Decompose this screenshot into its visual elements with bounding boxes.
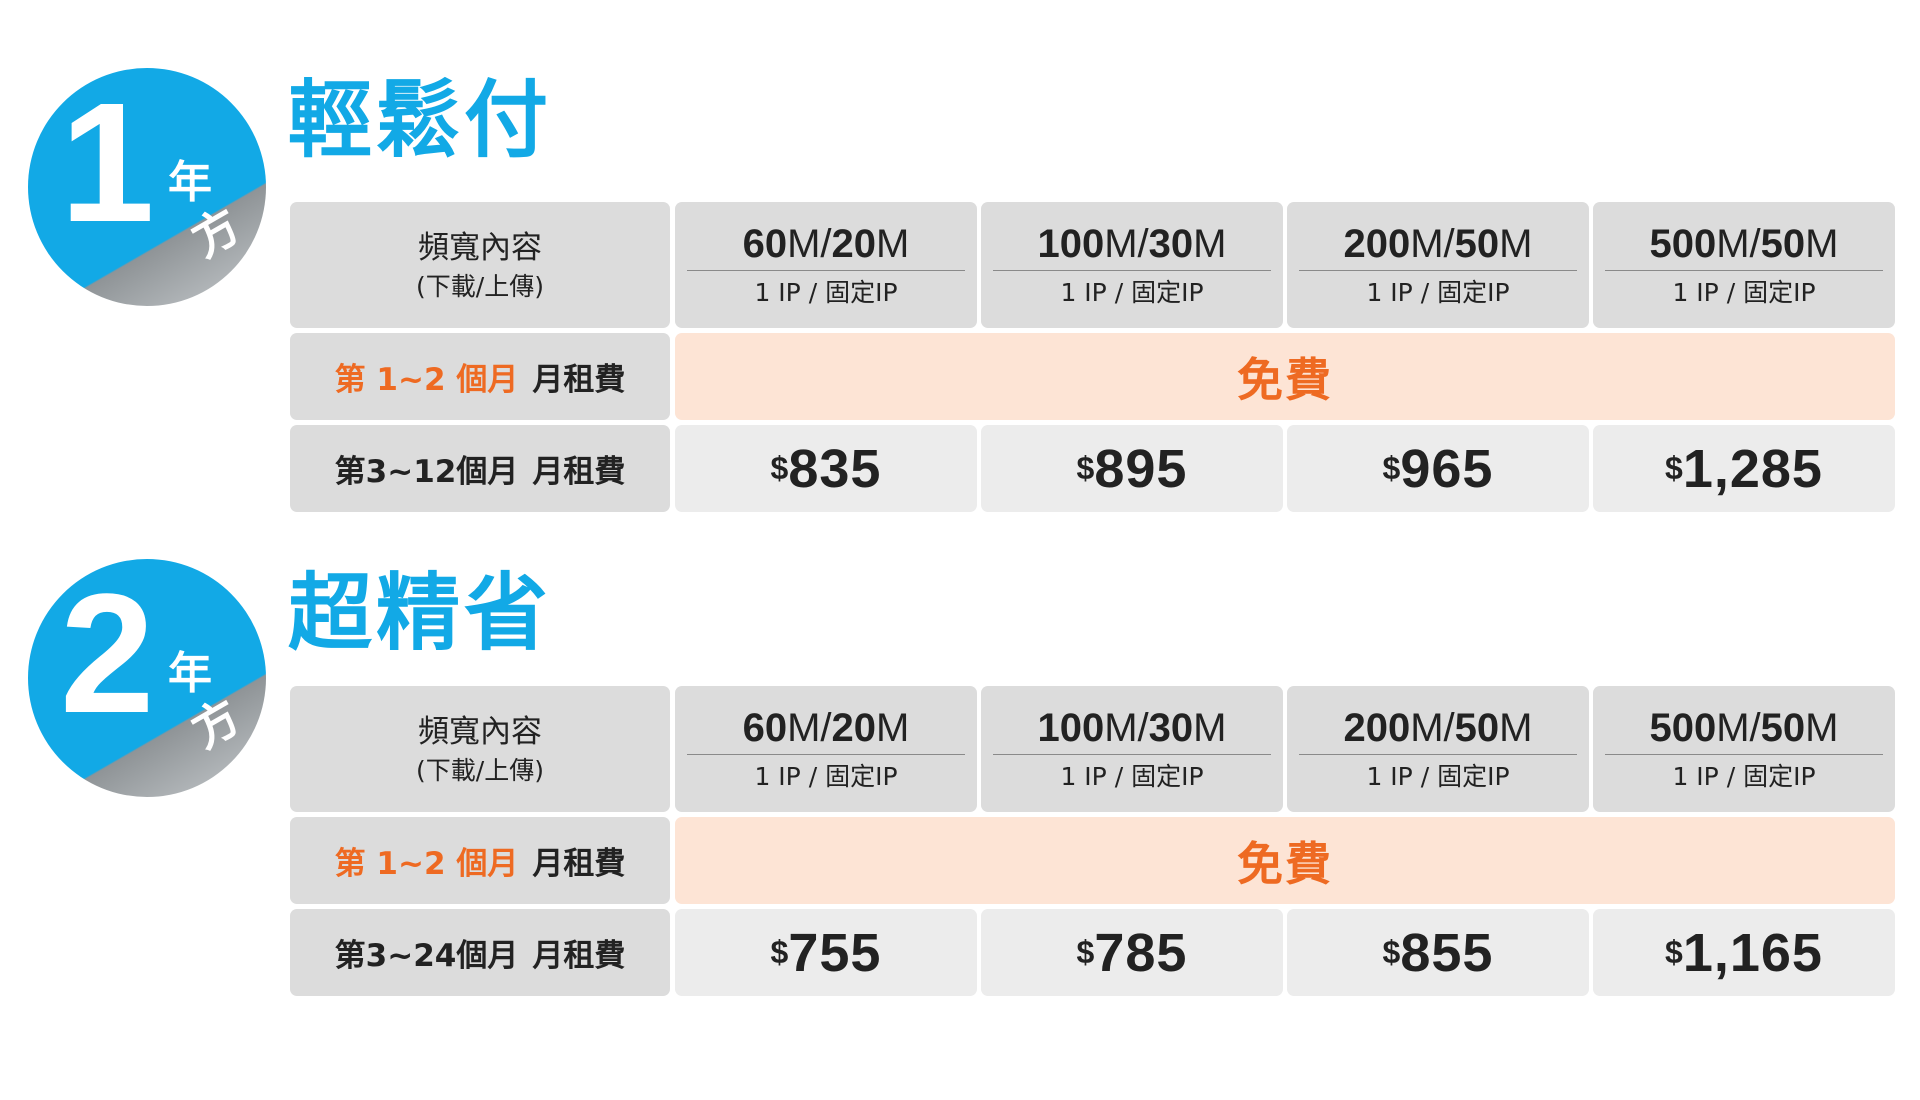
plan-badge: 2 年 方案 (28, 559, 266, 797)
price-amount: 895 (1094, 438, 1188, 499)
promo-free-text: 免費 (1237, 836, 1333, 891)
regular-period: 第3~12個月 (334, 454, 519, 490)
currency-symbol: $ (770, 450, 789, 486)
tier-ip: 1 IP / 固定IP (1672, 277, 1816, 307)
tier-header: 100M/30M 1 IP / 固定IP (981, 686, 1283, 812)
price-cell: $785 (981, 909, 1283, 996)
tier-header: 60M/20M 1 IP / 固定IP (675, 202, 977, 328)
tier-header: 500M/50M 1 IP / 固定IP (1593, 202, 1895, 328)
price-cell: $835 (675, 425, 977, 512)
promo-period-label: 第 1~2 個月 月租費 (290, 817, 670, 904)
tier-ip: 1 IP / 固定IP (754, 761, 898, 791)
price-amount: 855 (1400, 922, 1494, 983)
regular-period: 第3~24個月 (334, 938, 519, 974)
tier-ip: 1 IP / 固定IP (1366, 277, 1510, 307)
plan-title: 超精省 (288, 564, 553, 662)
price-cell: $895 (981, 425, 1283, 512)
tier-ip: 1 IP / 固定IP (754, 277, 898, 307)
price-amount: 1,285 (1682, 438, 1823, 499)
regular-period-label: 第3~12個月 月租費 (290, 425, 670, 512)
tier-speed: 200M/50M (1299, 220, 1577, 271)
price-cell: $965 (1287, 425, 1589, 512)
currency-symbol: $ (1665, 450, 1683, 486)
plan-title: 輕鬆付 (288, 71, 553, 169)
badge-year: 年 (168, 648, 212, 699)
bandwidth-label: 頻寬內容 (418, 714, 542, 750)
badge-number: 1 (60, 68, 155, 258)
plan-1-year: 1 年 方案 輕鬆付 頻寬內容 (下載/上傳) 60M/20M 1 IP / 固… (0, 0, 1920, 512)
bandwidth-sublabel: (下載/上傳) (416, 756, 544, 785)
promo-period: 第 1~2 個月 (334, 846, 519, 882)
tier-speed: 500M/50M (1605, 220, 1883, 271)
plan-badge: 1 年 方案 (28, 68, 266, 306)
badge-number: 2 (60, 559, 155, 749)
tier-speed: 100M/30M (993, 704, 1271, 755)
tier-header: 60M/20M 1 IP / 固定IP (675, 686, 977, 812)
plan-2-year: 2 年 方案 超精省 頻寬內容 (下載/上傳) 60M/20M 1 IP / 固… (0, 483, 1920, 996)
promo-period: 第 1~2 個月 (334, 362, 519, 398)
price-amount: 1,165 (1682, 922, 1823, 983)
promo-fee-label: 月租費 (532, 362, 626, 398)
currency-symbol: $ (1665, 934, 1683, 970)
price-cell: $755 (675, 909, 977, 996)
bandwidth-header: 頻寬內容 (下載/上傳) (290, 202, 670, 328)
promo-free-text: 免費 (1237, 352, 1333, 407)
tier-speed: 100M/30M (993, 220, 1271, 271)
tier-ip: 1 IP / 固定IP (1060, 277, 1204, 307)
promo-free-cell: 免費 (675, 333, 1895, 420)
tier-header: 200M/50M 1 IP / 固定IP (1287, 202, 1589, 328)
tier-ip: 1 IP / 固定IP (1060, 761, 1204, 791)
tier-header: 100M/30M 1 IP / 固定IP (981, 202, 1283, 328)
badge-year: 年 (168, 157, 212, 208)
tier-ip: 1 IP / 固定IP (1366, 761, 1510, 791)
currency-symbol: $ (1382, 450, 1401, 486)
tier-header: 200M/50M 1 IP / 固定IP (1287, 686, 1589, 812)
currency-symbol: $ (1076, 450, 1095, 486)
regular-fee-label: 月租費 (532, 454, 626, 490)
price-amount: 965 (1400, 438, 1494, 499)
tier-speed: 500M/50M (1605, 704, 1883, 755)
tier-header: 500M/50M 1 IP / 固定IP (1593, 686, 1895, 812)
bandwidth-header: 頻寬內容 (下載/上傳) (290, 686, 670, 812)
currency-symbol: $ (1382, 934, 1401, 970)
price-amount: 835 (788, 438, 882, 499)
promo-free-cell: 免費 (675, 817, 1895, 904)
bandwidth-sublabel: (下載/上傳) (416, 272, 544, 301)
regular-period-label: 第3~24個月 月租費 (290, 909, 670, 996)
currency-symbol: $ (1076, 934, 1095, 970)
currency-symbol: $ (770, 934, 789, 970)
price-cell: $855 (1287, 909, 1589, 996)
price-cell: $1,165 (1593, 909, 1895, 996)
price-cell: $1,285 (1593, 425, 1895, 512)
tier-speed: 200M/50M (1299, 704, 1577, 755)
tier-speed: 60M/20M (687, 220, 965, 271)
promo-period-label: 第 1~2 個月 月租費 (290, 333, 670, 420)
tier-ip: 1 IP / 固定IP (1672, 761, 1816, 791)
tier-speed: 60M/20M (687, 704, 965, 755)
promo-fee-label: 月租費 (532, 846, 626, 882)
regular-fee-label: 月租費 (532, 938, 626, 974)
price-amount: 785 (1094, 922, 1188, 983)
bandwidth-label: 頻寬內容 (418, 230, 542, 266)
price-amount: 755 (788, 922, 882, 983)
